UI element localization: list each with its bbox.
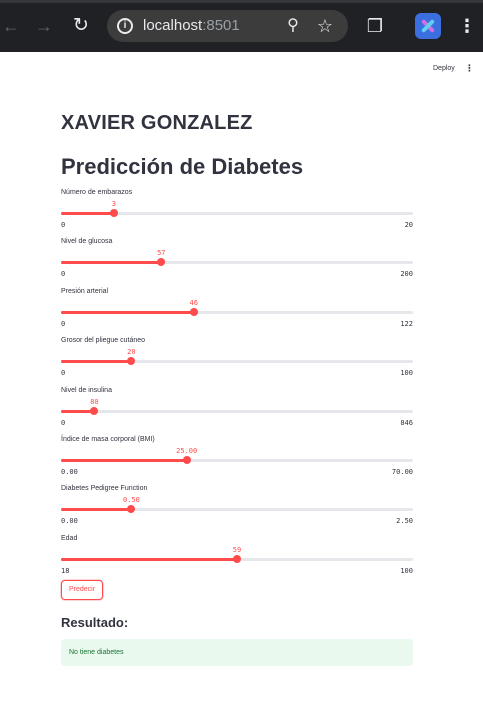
result-heading: Resultado:: [61, 615, 129, 630]
slider-track[interactable]: [61, 459, 413, 462]
predict-button[interactable]: Predecir: [61, 580, 103, 600]
slider-value: 25.00: [176, 447, 198, 455]
slider-thumb[interactable]: [182, 456, 191, 464]
site-info-icon[interactable]: i: [117, 18, 133, 34]
deploy-button[interactable]: Deploy: [433, 65, 455, 72]
back-arrow-icon[interactable]: ←: [2, 16, 20, 36]
slider-1: Nivel de glucosa 57 0 200: [61, 238, 413, 282]
page-title: Predicción de Diabetes: [61, 154, 304, 179]
slider-fill: [61, 557, 237, 561]
slider-min: 0: [61, 369, 66, 378]
slider-track[interactable]: [61, 360, 413, 364]
slider-6: Diabetes Pedigree Function 0.50 0.00 2.50: [61, 485, 413, 529]
slider-min: 18: [61, 566, 70, 575]
browser-menu-icon[interactable]: ⋮: [458, 16, 476, 36]
slider-max: 200: [400, 270, 413, 279]
browser-toolbar: ← → ↻ i localhost:8501 ⚲ ☆ ❐ ⋮: [0, 0, 483, 52]
address-bar[interactable]: i localhost:8501 ⚲ ☆: [107, 10, 348, 42]
slider-max: 20: [404, 221, 413, 229]
slider-min: 0: [61, 221, 66, 229]
slider-max: 70.00: [391, 468, 413, 476]
slider-3: Grosor del pliegue cutáneo 20 0 100: [61, 337, 413, 381]
slider-max: 100: [400, 566, 413, 575]
slider-fill: [61, 310, 194, 314]
slider-thumb[interactable]: [233, 554, 241, 563]
slider-value: 80: [90, 397, 99, 406]
slider-track[interactable]: [61, 508, 413, 512]
slider-label: Número de embarazos: [61, 189, 133, 196]
extensions-puzzle-icon[interactable]: ❐: [366, 16, 384, 36]
slider-label: Nivel de insulina: [61, 386, 112, 394]
slider-max: 846: [400, 418, 413, 427]
slider-thumb[interactable]: [157, 258, 166, 267]
slider-7: Edad 59 18 100: [61, 535, 413, 579]
slider-label: Nivel de glucosa: [61, 238, 113, 246]
slider-label: Edad: [61, 534, 78, 542]
slider-label: Grosor del pliegue cutáneo: [61, 337, 146, 345]
slider-track[interactable]: [61, 261, 413, 265]
slider-thumb[interactable]: [127, 357, 136, 366]
author-heading: XAVIER GONZALEZ: [61, 112, 253, 134]
slider-2: Presión arterial 46 0 122: [61, 288, 413, 332]
url-host: localhost: [143, 17, 203, 34]
slider-fill: [61, 360, 132, 364]
slider-fill: [61, 459, 187, 462]
slider-thumb[interactable]: [109, 209, 118, 217]
slider-min: 0.00: [61, 468, 78, 476]
slider-0: Número de embarazos 3 0 20: [61, 189, 413, 233]
slider-value: 59: [232, 545, 242, 554]
bookmark-star-icon[interactable]: ☆: [316, 16, 334, 36]
slider-value: 57: [157, 249, 166, 258]
slider-min: 0: [61, 319, 66, 328]
slider-fill: [61, 508, 132, 512]
slider-track[interactable]: [61, 310, 413, 314]
slider-value: 3: [111, 200, 116, 208]
result-success-alert: No tiene diabetes: [61, 639, 413, 666]
slider-max: 100: [400, 369, 413, 378]
slider-thumb[interactable]: [127, 505, 136, 514]
slider-label: Índice de masa corporal (BMI): [61, 436, 155, 443]
reload-icon[interactable]: ↻: [73, 15, 89, 36]
zoom-icon[interactable]: ⚲: [287, 17, 299, 34]
slider-fill: [61, 261, 162, 265]
slider-max: 122: [400, 319, 413, 328]
slider-fill: [61, 212, 114, 215]
slider-4: Nivel de insulina 80 0 846: [61, 387, 413, 431]
slider-thumb[interactable]: [189, 307, 198, 316]
slider-max: 2.50: [396, 517, 413, 526]
slider-thumb[interactable]: [90, 406, 99, 415]
slider-value: 20: [127, 348, 136, 357]
slider-fill: [61, 409, 95, 413]
slider-track[interactable]: [61, 212, 413, 215]
slider-value: 46: [189, 298, 198, 307]
slider-label: Presión arterial: [61, 287, 109, 295]
result-text: No tiene diabetes: [69, 649, 124, 656]
slider-track[interactable]: [61, 409, 413, 413]
slider-label: Diabetes Pedigree Function: [61, 485, 148, 493]
address-url[interactable]: localhost:8501: [143, 17, 240, 34]
app-menu-icon[interactable]: ⋮: [465, 63, 474, 73]
slider-value: 0.50: [122, 496, 140, 505]
slider-5: Índice de masa corporal (BMI) 25.00 0.00 70…: [61, 436, 413, 480]
slider-min: 0.00: [61, 517, 78, 526]
streamlit-app: Deploy ⋮ XAVIER GONZALEZ Predicción de D…: [0, 52, 483, 701]
slider-min: 0: [61, 418, 66, 427]
url-port: :8501: [202, 17, 240, 34]
tab-strip-edge: [0, 0, 483, 3]
extension-app-icon[interactable]: [415, 13, 441, 39]
slider-min: 0: [61, 270, 66, 279]
forward-arrow-icon[interactable]: →: [35, 16, 53, 36]
